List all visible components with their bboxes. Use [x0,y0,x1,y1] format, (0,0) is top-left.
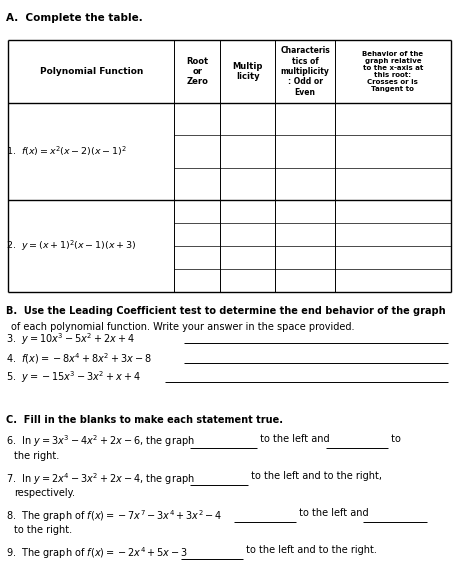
Text: 1.  $f(x) = x^2(x-2)(x-1)^2$: 1. $f(x) = x^2(x-2)(x-1)^2$ [6,145,126,158]
Text: C.  Fill in the blanks to make each statement true.: C. Fill in the blanks to make each state… [6,415,282,424]
Text: Polynomial Function: Polynomial Function [39,67,143,76]
Text: to the right.: to the right. [14,525,72,535]
Text: Characteris
tics of
multiplicity
: Odd or
Even: Characteris tics of multiplicity : Odd o… [280,46,330,97]
Text: of each polynomial function. Write your answer in the space provided.: of each polynomial function. Write your … [11,322,355,332]
Text: Multip
licity: Multip licity [233,62,263,81]
Text: 9.  The graph of $f(x) = -2x^4 + 5x - 3$: 9. The graph of $f(x) = -2x^4 + 5x - 3$ [6,545,188,561]
Text: to the left and: to the left and [257,434,330,443]
Text: 5.  $y = -15x^3 - 3x^2 + x + 4$: 5. $y = -15x^3 - 3x^2 + x + 4$ [6,370,140,386]
Text: 6.  In $y = 3x^3 - 4x^2 + 2x - 6$, the graph: 6. In $y = 3x^3 - 4x^2 + 2x - 6$, the gr… [6,434,194,450]
Text: the right.: the right. [14,451,59,460]
Text: 4.  $f(x) = -8x^4 + 8x^2 + 3x - 8$: 4. $f(x) = -8x^4 + 8x^2 + 3x - 8$ [6,351,151,366]
Text: respectively.: respectively. [14,488,75,498]
Text: 8.  The graph of $f(x) = -7x^7 - 3x^4 + 3x^2 - 4$: 8. The graph of $f(x) = -7x^7 - 3x^4 + 3… [6,508,222,524]
Text: 7.  In $y = 2x^4 - 3x^2 + 2x - 4$, the graph: 7. In $y = 2x^4 - 3x^2 + 2x - 4$, the gr… [6,471,194,487]
Text: B.  Use the Leading Coefficient test to determine the end behavior of the graph: B. Use the Leading Coefficient test to d… [6,306,445,316]
Text: 2.  $y = (x+1)^2(x-1)(x+3)$: 2. $y = (x+1)^2(x-1)(x+3)$ [6,239,136,253]
Text: 3.  $y = 10x^3 - 5x^2 + 2x + 4$: 3. $y = 10x^3 - 5x^2 + 2x + 4$ [6,331,134,347]
Text: to: to [388,434,401,443]
Text: to the left and to the right.: to the left and to the right. [243,545,377,555]
Text: Behavior of the
graph relative
to the x-axis at
this root:
Crosses or is
Tangent: Behavior of the graph relative to the x-… [362,51,424,92]
Text: Root
or
Zero: Root or Zero [186,57,208,86]
Text: to the left and: to the left and [296,508,369,518]
Text: A.  Complete the table.: A. Complete the table. [6,13,142,22]
Text: to the left and to the right,: to the left and to the right, [248,471,382,480]
